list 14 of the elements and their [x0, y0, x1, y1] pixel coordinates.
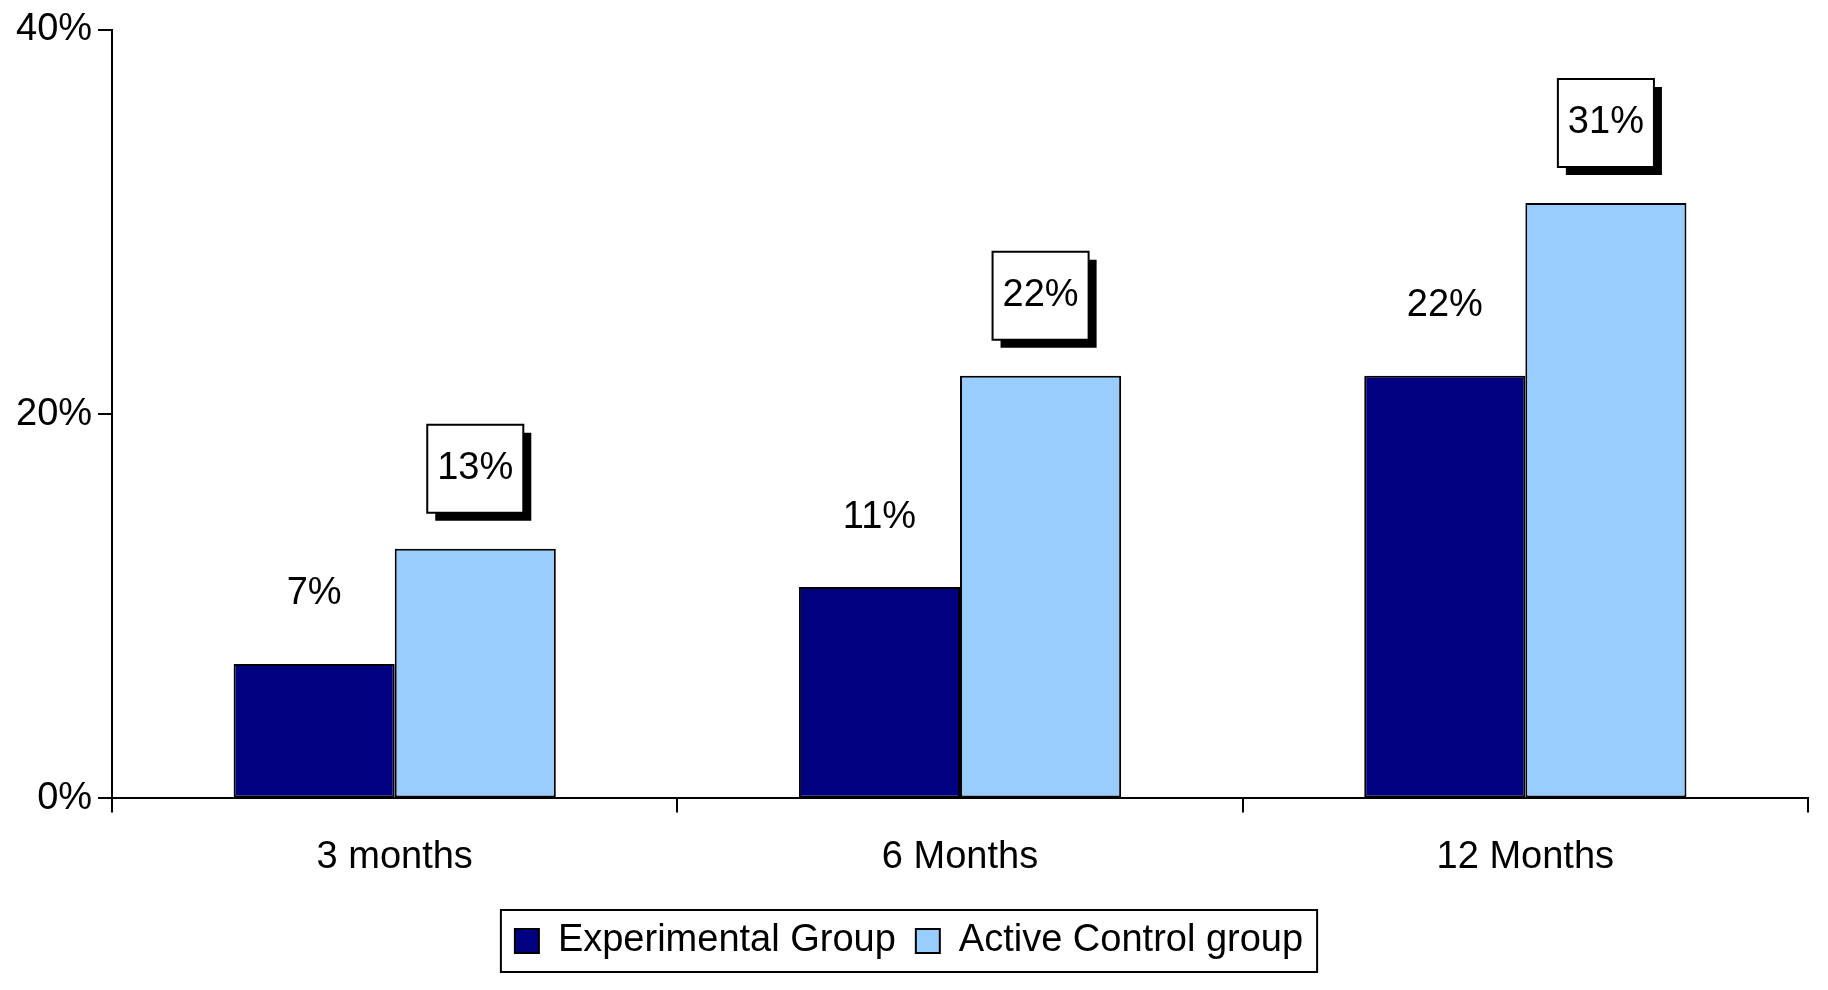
x-tick-label: 3 months [316, 833, 473, 876]
x-tick-label: 12 Months [1436, 833, 1615, 876]
legend-label: Experimental Group [557, 917, 896, 960]
legend-label: Active Control group [958, 917, 1304, 960]
y-tick-label: 40% [15, 6, 93, 49]
data-label: 11% [842, 493, 917, 536]
data-label: 22% [1002, 272, 1079, 315]
data-label: 31% [1567, 99, 1644, 142]
y-tick-label: 0% [37, 774, 93, 817]
data-label: 22% [1406, 282, 1483, 325]
data-label: 13% [437, 445, 514, 488]
data-label: 7% [286, 570, 342, 613]
y-tick-label: 20% [15, 390, 93, 433]
x-tick-label: 6 Months [881, 833, 1039, 876]
